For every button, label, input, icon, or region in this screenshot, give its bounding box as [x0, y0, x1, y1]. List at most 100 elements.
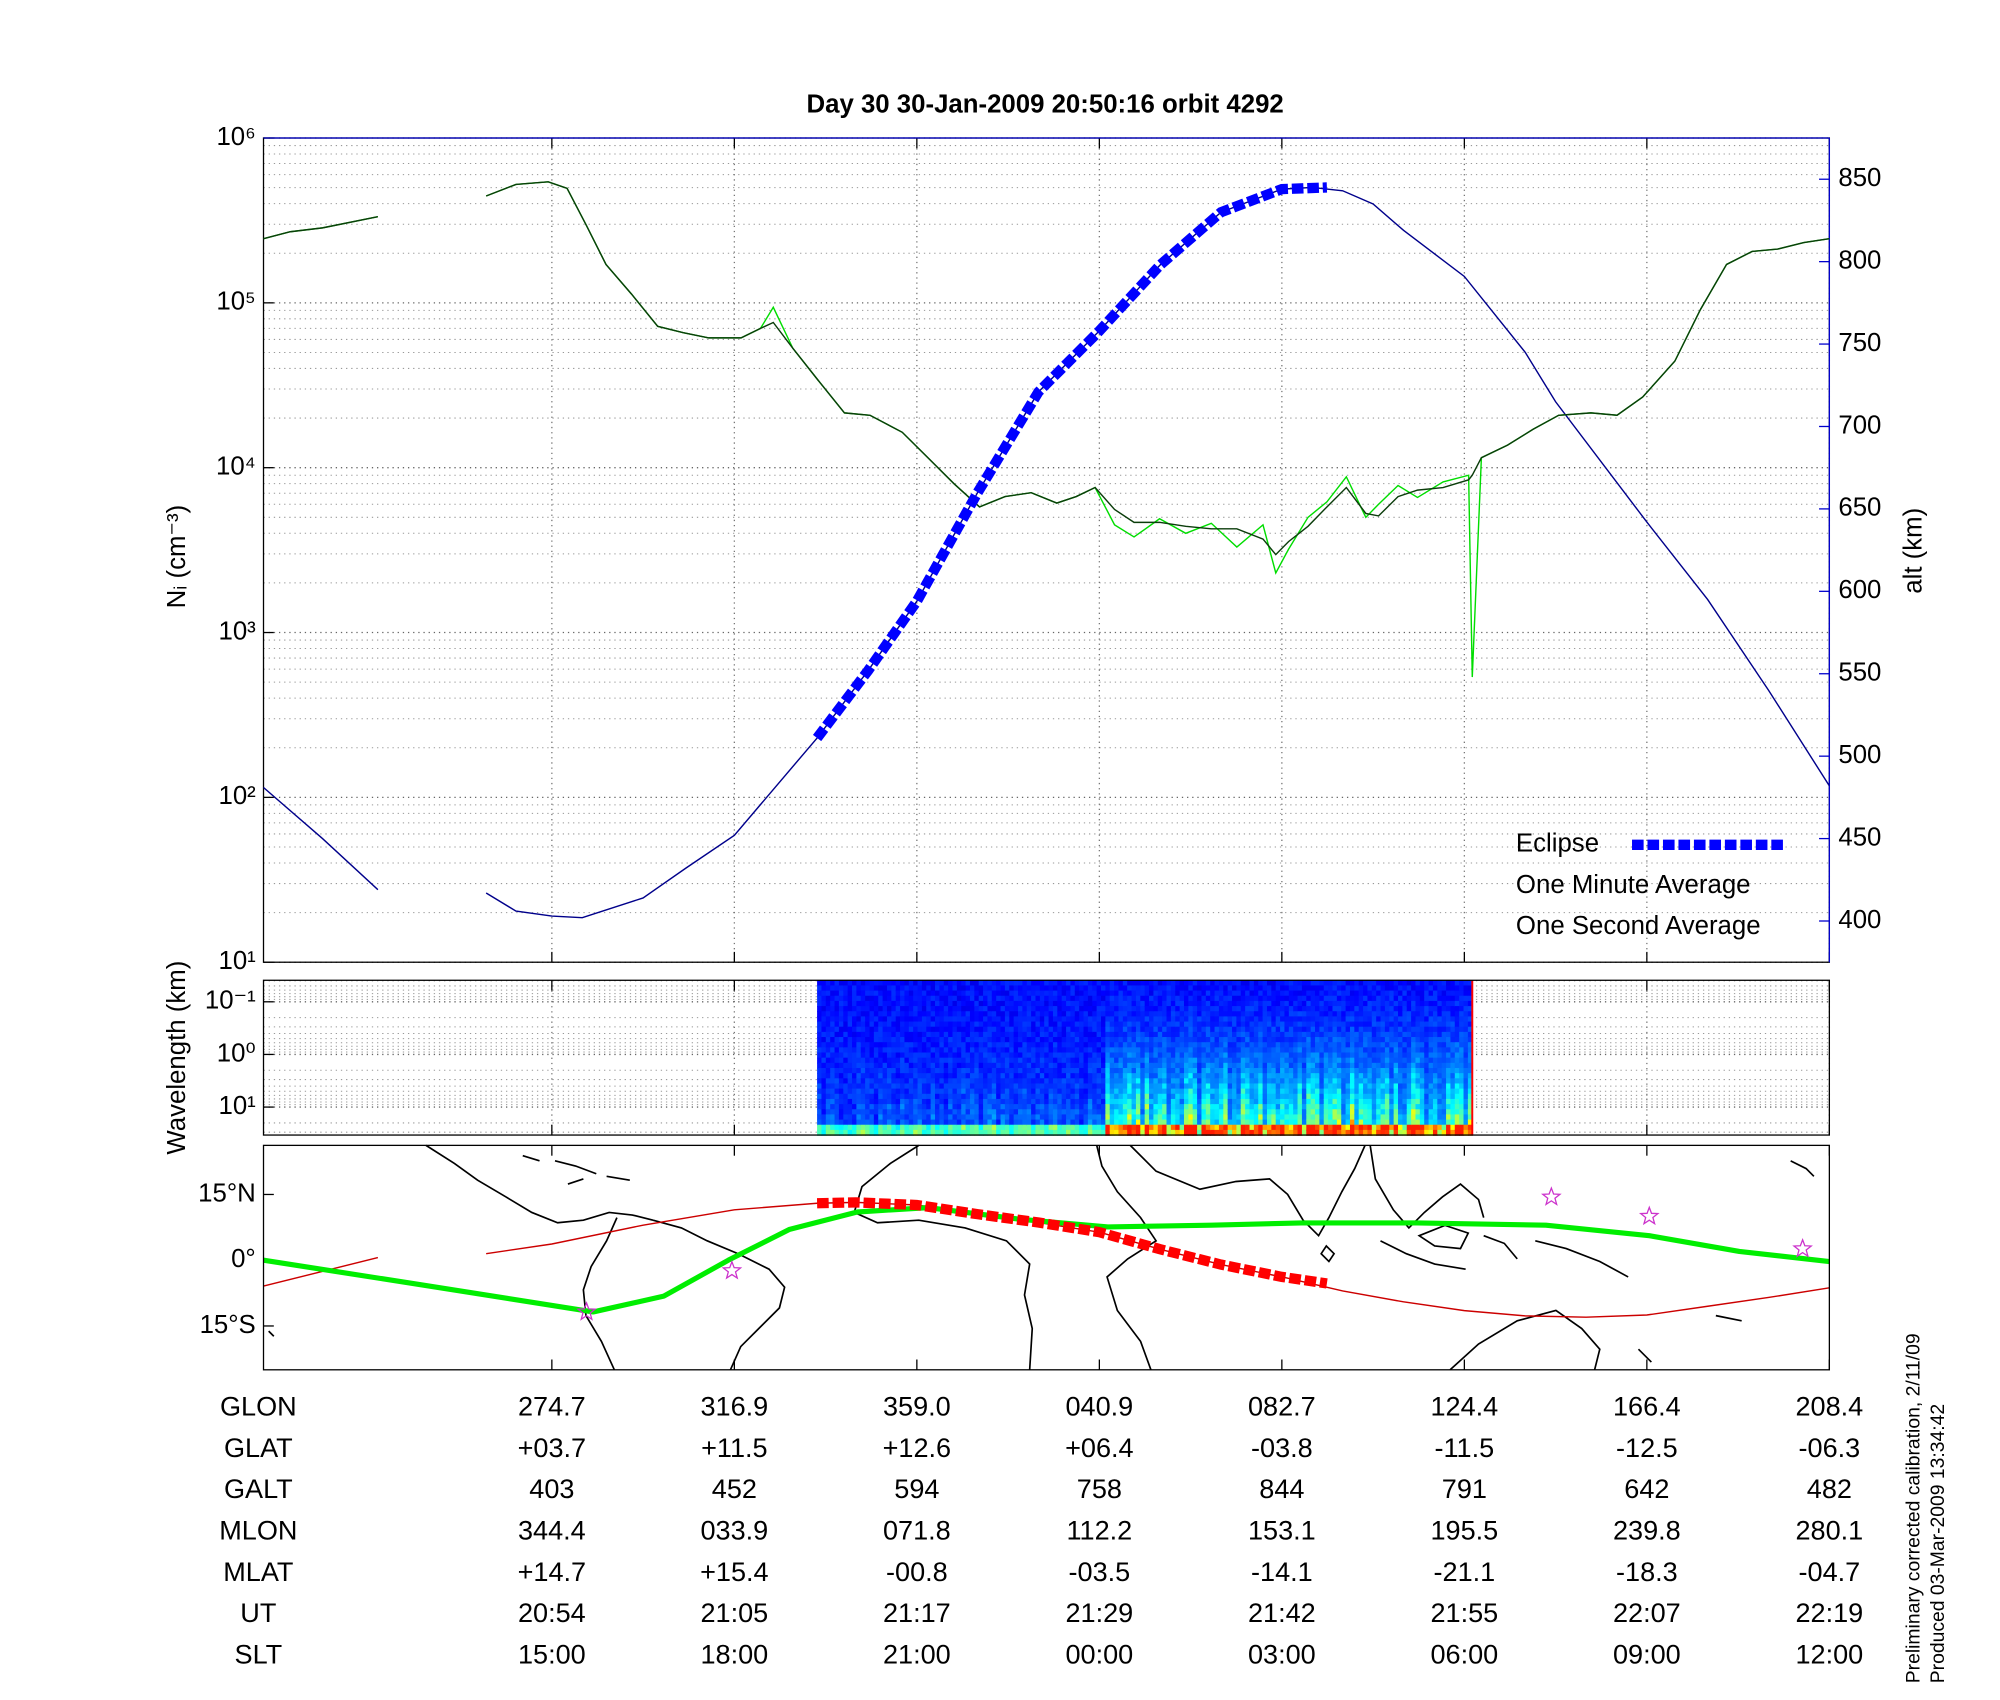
spectrogram-cell	[1297, 1042, 1303, 1049]
spectrogram-cell	[1092, 1016, 1098, 1023]
spectrogram-cell	[1306, 1119, 1312, 1126]
spectrogram-cell	[1101, 1037, 1107, 1043]
spectrogram-cell	[1013, 1052, 1019, 1059]
spectrogram-cell	[1122, 990, 1128, 997]
spectrogram-cell	[1074, 985, 1080, 992]
spectrogram-cell	[1131, 1006, 1137, 1013]
spectrogram-cell	[1271, 1047, 1277, 1054]
spectrogram-cell	[1280, 1073, 1286, 1080]
spectrogram-cell	[1328, 1000, 1334, 1007]
spectrogram-cell	[987, 1129, 993, 1136]
spectrogram-cell	[961, 1104, 967, 1111]
spectrogram-cell	[882, 1093, 888, 1100]
spectrogram-cell	[1031, 1062, 1037, 1069]
spectrogram-cell	[825, 1057, 831, 1064]
spectrogram-cell	[1039, 1021, 1046, 1028]
spectrogram-cell	[1188, 1109, 1194, 1116]
spectrogram-cell	[1048, 1088, 1054, 1095]
spectrogram-cell	[908, 1114, 914, 1121]
spectrogram-cell	[1354, 1062, 1360, 1069]
spectrogram-cell	[1210, 1093, 1216, 1100]
spectrogram-cell	[1406, 1057, 1412, 1064]
spectrogram-cell	[1000, 1042, 1006, 1049]
spectrogram-cell	[1035, 1006, 1041, 1013]
spectrogram-cell	[935, 1088, 941, 1095]
spectrogram-cell	[1022, 1011, 1028, 1018]
spectrogram-cell	[1232, 1129, 1238, 1136]
spectrogram-cell	[965, 1047, 971, 1054]
spectrogram-cell	[860, 1104, 866, 1111]
spectrogram-cell	[1336, 1006, 1343, 1013]
spectrogram-cell	[1280, 1119, 1286, 1126]
spectrogram-cell	[1319, 1031, 1325, 1038]
spectrogram-cell	[1345, 1093, 1351, 1100]
spectrogram-cell	[1371, 1088, 1377, 1095]
spectrogram-cell	[1135, 1052, 1142, 1059]
spectrogram-cell	[1315, 1078, 1321, 1085]
spectrogram-cell	[852, 1006, 858, 1013]
spectrogram-cell	[1035, 1109, 1041, 1116]
spectrogram-cell	[1232, 1021, 1238, 1028]
spectrogram-cell	[1258, 1078, 1264, 1085]
spectrogram-cell	[921, 1026, 928, 1033]
spectrogram-cell	[1271, 1073, 1277, 1080]
spectrogram-cell	[1170, 1037, 1177, 1043]
spectrogram-cell	[1393, 1083, 1399, 1090]
spectrogram-cell	[1284, 1129, 1290, 1136]
spectrogram-cell	[1131, 1078, 1137, 1085]
spectrogram-cell	[1306, 1088, 1312, 1095]
spectrogram-cell	[1367, 1109, 1373, 1116]
table-row-label: GLON	[220, 1391, 297, 1422]
spectrogram-cell	[817, 1088, 823, 1095]
spectrogram-cell	[983, 1062, 989, 1069]
spectrogram-cell	[860, 1021, 866, 1028]
spectrogram-cell	[1240, 1109, 1246, 1116]
spectrogram-cell	[1052, 1062, 1059, 1069]
spectrogram-cell	[1114, 1073, 1120, 1080]
spectrogram-cell	[1328, 1067, 1334, 1074]
spectrogram-cell	[1275, 1006, 1281, 1013]
spectrogram-cell	[1306, 1031, 1312, 1038]
spectrogram-cell	[1170, 1078, 1177, 1085]
spectrogram-cell	[1349, 1062, 1356, 1069]
spectrogram-cell	[1467, 990, 1474, 997]
spectrogram-cell	[1236, 1124, 1242, 1131]
spectrogram-cell	[1398, 1037, 1404, 1043]
spectrogram-cell	[1092, 1104, 1098, 1111]
spectrogram-cell	[817, 1104, 823, 1111]
spectrogram-cell	[1297, 990, 1303, 997]
spectrogram-cell	[1092, 1124, 1098, 1131]
spectrogram-cell	[1336, 995, 1343, 1002]
spectrogram-cell	[1245, 1052, 1251, 1059]
spectrogram-cell	[873, 1093, 880, 1100]
spectrogram-cell	[1376, 1016, 1382, 1023]
spectrogram-cell	[1048, 1067, 1054, 1074]
spectrogram-cell	[961, 995, 967, 1002]
spectrogram-cell	[1166, 1067, 1172, 1074]
spectrogram-cell	[1253, 1067, 1260, 1074]
spectrogram-cell	[1127, 1119, 1133, 1126]
spectrogram-cell	[1096, 1109, 1102, 1116]
spectrogram-cell	[1332, 1114, 1338, 1121]
spectrogram-cell	[1424, 1052, 1430, 1059]
spectrogram-cell	[1406, 1031, 1412, 1038]
spectrogram-cell	[978, 1067, 984, 1074]
spectrogram-cell	[1035, 1124, 1041, 1131]
spectrogram-cell	[930, 1042, 936, 1049]
spectrogram-cell	[1424, 1042, 1430, 1049]
spectrogram-cell	[891, 1031, 897, 1038]
spectrogram-cell	[1074, 1042, 1080, 1049]
spectrogram-cell	[1057, 1073, 1063, 1080]
spectrogram-cell	[869, 1129, 875, 1136]
table-cell: -12.5	[1616, 1432, 1678, 1463]
spectrogram-cell	[1022, 980, 1028, 987]
spectrogram-cell	[952, 1067, 958, 1074]
spectrogram-cell	[1188, 1104, 1194, 1111]
spectrogram-cell	[817, 990, 823, 997]
spectrogram-cell	[1179, 1067, 1185, 1074]
spectrogram-cell	[983, 1073, 989, 1080]
spectrogram-cell	[978, 1000, 984, 1007]
spectrogram-cell	[1092, 1114, 1098, 1121]
spectrogram-cell	[878, 1057, 884, 1064]
spectrogram-cell	[978, 1047, 984, 1054]
